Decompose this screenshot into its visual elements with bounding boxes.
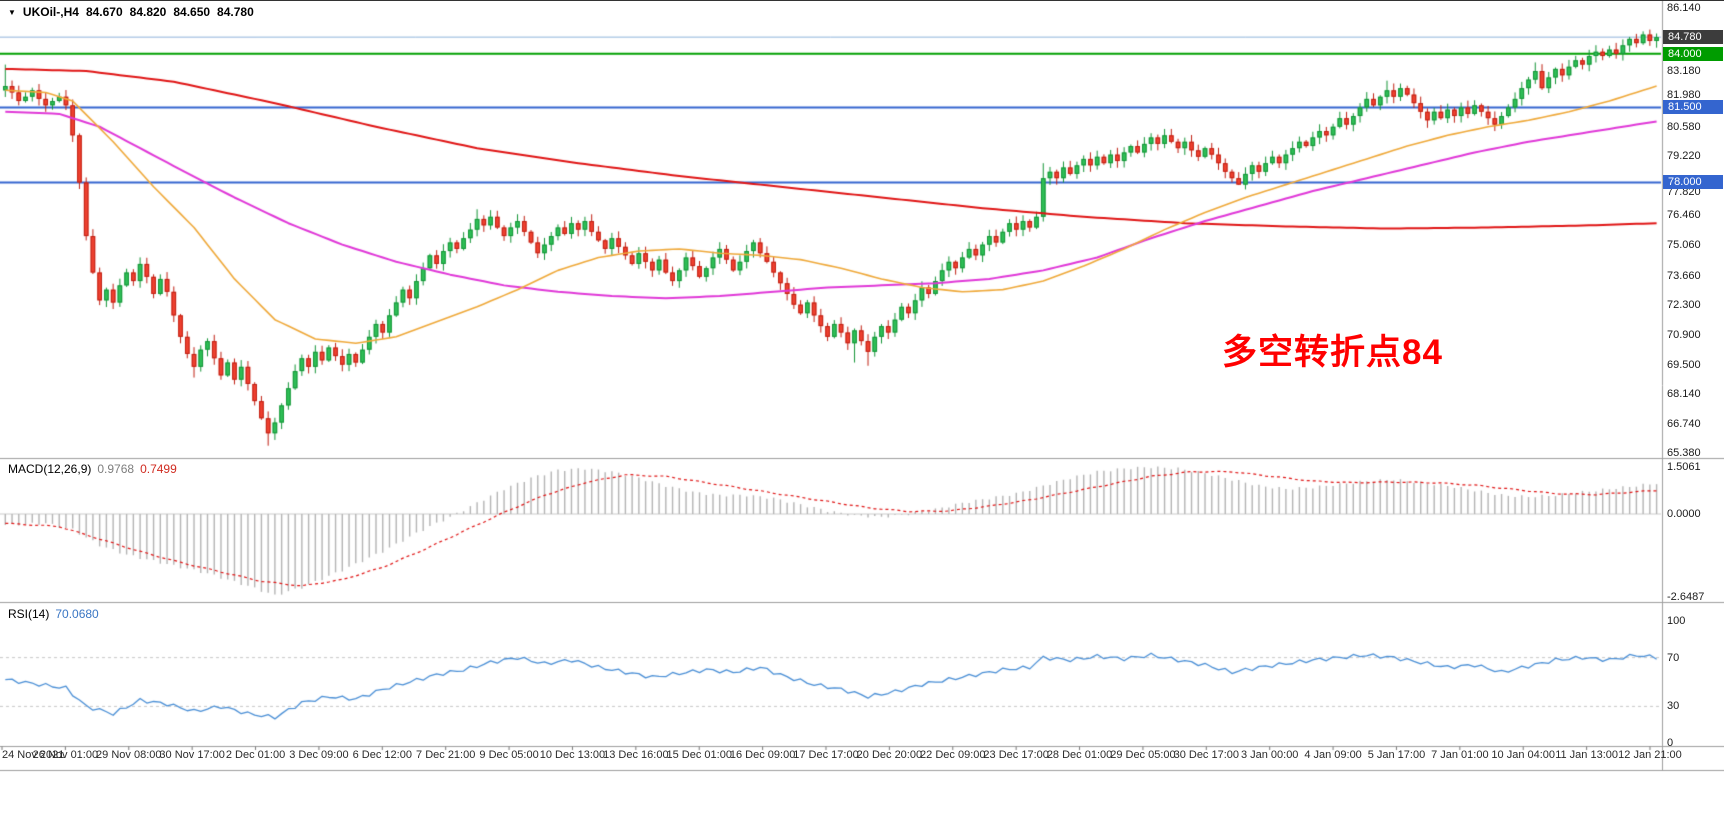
- quote-low: 84.650: [173, 5, 211, 19]
- macd-signal-value: 0.7499: [140, 462, 177, 476]
- quote-high: 84.820: [129, 5, 167, 19]
- rsi-value: 70.0680: [55, 607, 99, 621]
- macd-indicator-label: MACD(12,26,9) 0.9768 0.7499: [8, 462, 177, 476]
- macd-main-value: 0.9768: [97, 462, 135, 476]
- chart-text-annotation: 多空转折点84: [1222, 333, 1443, 372]
- symbol-timeframe: UKOil-,H4: [22, 5, 79, 19]
- rsi-name: RSI(14): [8, 607, 50, 621]
- macd-name: MACD(12,26,9): [8, 462, 92, 476]
- collapse-triangle-icon: ▼: [8, 7, 16, 17]
- chart-title: ▼ UKOil-,H4 84.670 84.820 84.650 84.780: [8, 5, 254, 19]
- quote-close: 84.780: [217, 5, 254, 19]
- rsi-indicator-label: RSI(14) 70.0680: [8, 607, 99, 621]
- quote-open: 84.670: [85, 5, 123, 19]
